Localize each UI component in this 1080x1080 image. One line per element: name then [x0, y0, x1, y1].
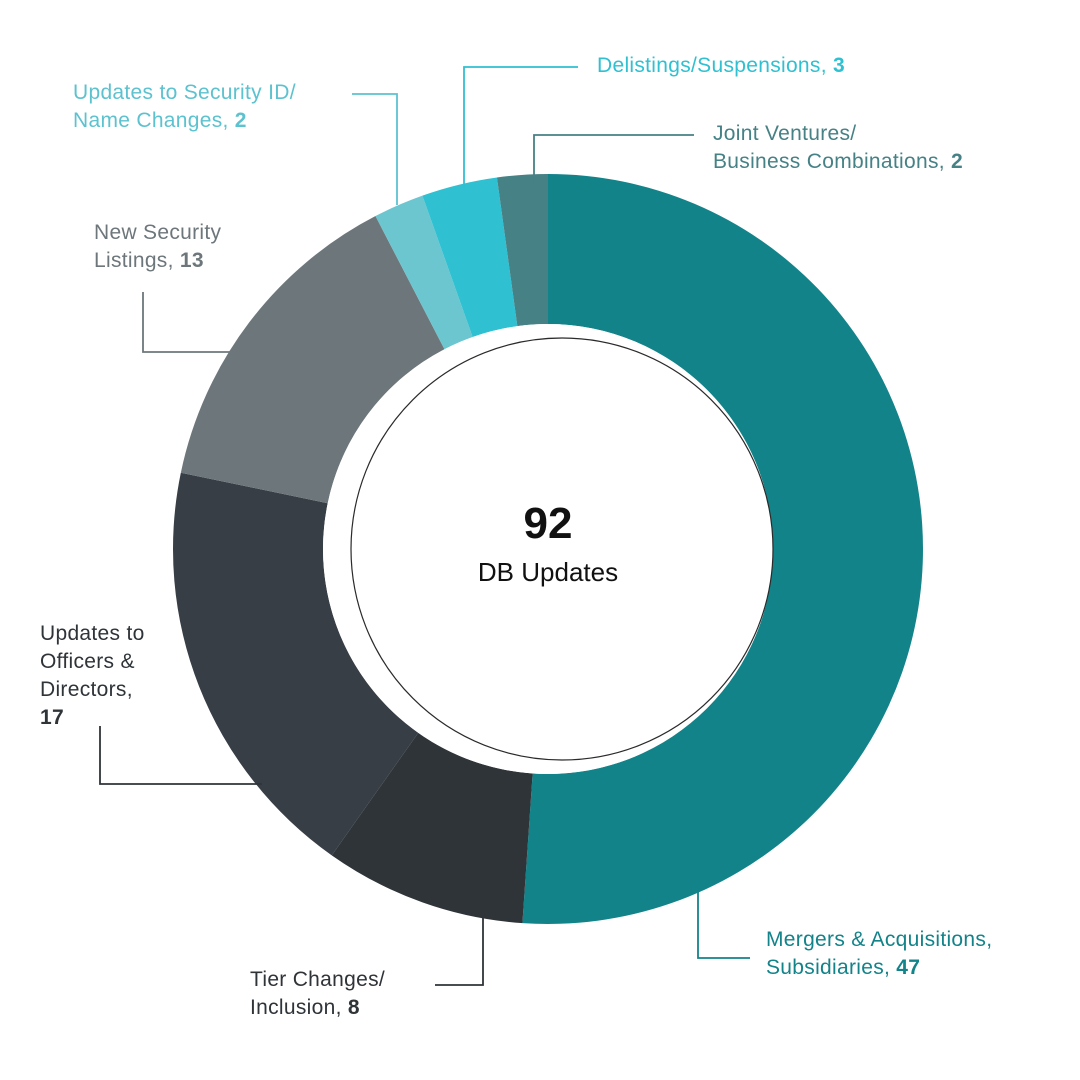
center-ring — [350, 337, 774, 761]
leader-line-delistings-suspensions — [463, 66, 578, 188]
label-text-line: New Security — [94, 221, 222, 244]
label-text-line: Delistings/Suspensions, — [597, 54, 827, 77]
label-delistings-suspensions: Delistings/Suspensions, 3 — [597, 52, 845, 80]
slice-new-security-listings — [180, 216, 445, 504]
label-joint-ventures-business-combinations: Joint Ventures/Business Combinations, 2 — [713, 120, 963, 176]
label-value: 47 — [896, 956, 921, 979]
donut-hole — [323, 324, 773, 774]
label-text-line: Updates to — [40, 622, 145, 645]
label-updates-to-security-id-name-changes: Updates to Security ID/Name Changes, 2 — [73, 79, 296, 135]
label-value: 8 — [347, 996, 360, 1019]
label-value: 2 — [951, 150, 964, 173]
label-text-line: Tier Changes/ — [250, 968, 386, 991]
label-text-line: Officers & — [40, 650, 135, 673]
leader-line-updates-to-security-id-name-changes — [352, 93, 398, 205]
label-text-line: Directors, — [40, 678, 133, 701]
leader-line-tier-changes-inclusion — [435, 912, 484, 986]
leader-line-joint-ventures-business-combinations — [533, 134, 694, 183]
label-text-line: Updates to Security ID/ — [73, 81, 296, 104]
label-text-line: Mergers & Acquisitions, — [766, 928, 993, 951]
label-text-line: Joint Ventures/ — [713, 122, 857, 145]
leader-line-new-security-listings — [142, 292, 230, 353]
slice-tier-changes-inclusion — [331, 732, 533, 924]
label-text-line: Subsidiaries, — [766, 956, 891, 979]
slice-updates-to-security-id-name-changes — [375, 195, 473, 350]
total-updates-label: DB Updates — [477, 557, 619, 587]
label-updates-to-officers-and-directors: Updates to Officers & Directors, 17 — [40, 620, 145, 732]
label-tier-changes-inclusion: Tier Changes/Inclusion, 8 — [250, 966, 385, 1022]
slice-delistings-suspensions — [422, 177, 518, 337]
label-text-line: Business Combinations, — [713, 150, 945, 173]
label-text-line: Listings, — [94, 249, 174, 272]
label-new-security-listings: New Security Listings, 13 — [94, 219, 221, 275]
label-value: 17 — [40, 706, 64, 729]
label-value: 3 — [833, 54, 845, 77]
slice-joint-ventures-business-combinations — [496, 174, 548, 327]
total-updates-value: 92 — [523, 499, 573, 548]
slice-updates-to-officers-and-directors — [172, 472, 419, 856]
label-value: 13 — [179, 249, 204, 272]
label-text-line: Name Changes, — [73, 109, 229, 132]
leader-line-updates-to-officers-and-directors — [99, 726, 262, 785]
slice-mergers-and-acquisitions-subsidiaries — [522, 174, 923, 924]
label-value: 2 — [234, 109, 247, 132]
label-mergers-and-acquisitions-subsidiaries: Mergers & Acquisitions, Subsidiaries, 47 — [766, 926, 992, 982]
leader-line-mergers-and-acquisitions-subsidiaries — [697, 888, 750, 959]
label-text-line: Inclusion, — [250, 996, 342, 1019]
